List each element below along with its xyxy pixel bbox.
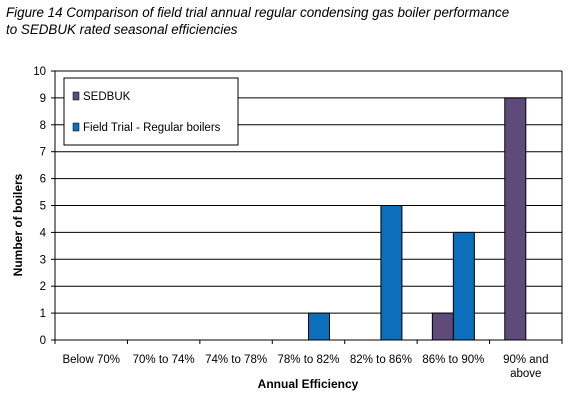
legend-box	[63, 77, 239, 146]
x-axis-title: Annual Efficiency	[258, 377, 359, 391]
bars	[308, 97, 527, 341]
bar-sedbuk	[431, 312, 454, 341]
figure-title: Figure 14 Comparison of field trial annu…	[6, 4, 576, 38]
bar-field-trial	[380, 205, 403, 341]
y-tick-label: 8	[40, 120, 46, 132]
y-tick-label: 2	[40, 281, 46, 293]
legend-label: SEDBUK	[83, 91, 131, 103]
bar-field-trial	[308, 312, 330, 341]
x-tick-label: 70% to 74%	[133, 354, 195, 366]
y-tick-label: 10	[33, 66, 46, 78]
y-tick-label: 6	[40, 174, 46, 186]
y-tick-label: 1	[40, 308, 46, 320]
legend-swatch	[72, 122, 80, 132]
y-tick-label: 5	[40, 201, 46, 213]
legend-label: Field Trial - Regular boilers	[83, 122, 221, 134]
x-tick-label: 90% and above	[503, 354, 548, 380]
y-tick-labels: 0 1 2 3 4 5 6 7 8 9 10	[33, 66, 46, 347]
legend: SEDBUK Field Trial - Regular boilers	[63, 77, 239, 146]
figure-title-line-1: Figure 14 Comparison of field trial annu…	[6, 5, 510, 20]
x-tick-label: 78% to 82%	[277, 354, 339, 366]
x-tick-label: Below 70%	[62, 354, 120, 366]
figure-title-line-2: to SEDBUK rated seasonal efficiencies	[6, 22, 238, 37]
bar-sedbuk	[504, 97, 527, 341]
x-tick-label: 86% to 90%	[422, 354, 484, 366]
gridlines	[55, 70, 562, 314]
y-tick-label: 4	[40, 227, 47, 239]
y-tick-label: 0	[40, 335, 46, 347]
y-tick-label: 7	[40, 147, 46, 159]
x-tick-labels: Below 70% 70% to 74% 74% to 78% 78% to 82% 8…	[62, 354, 548, 380]
y-axis-title: Number of boilers	[11, 173, 25, 276]
bar-field-trial	[452, 231, 475, 341]
x-tick-label: 74% to 78%	[205, 354, 267, 366]
axes	[51, 70, 563, 344]
x-tick-label: 82% to 86%	[350, 354, 412, 366]
y-tick-label: 3	[40, 254, 46, 266]
y-tick-label: 9	[40, 93, 46, 105]
legend-swatch	[72, 91, 80, 101]
